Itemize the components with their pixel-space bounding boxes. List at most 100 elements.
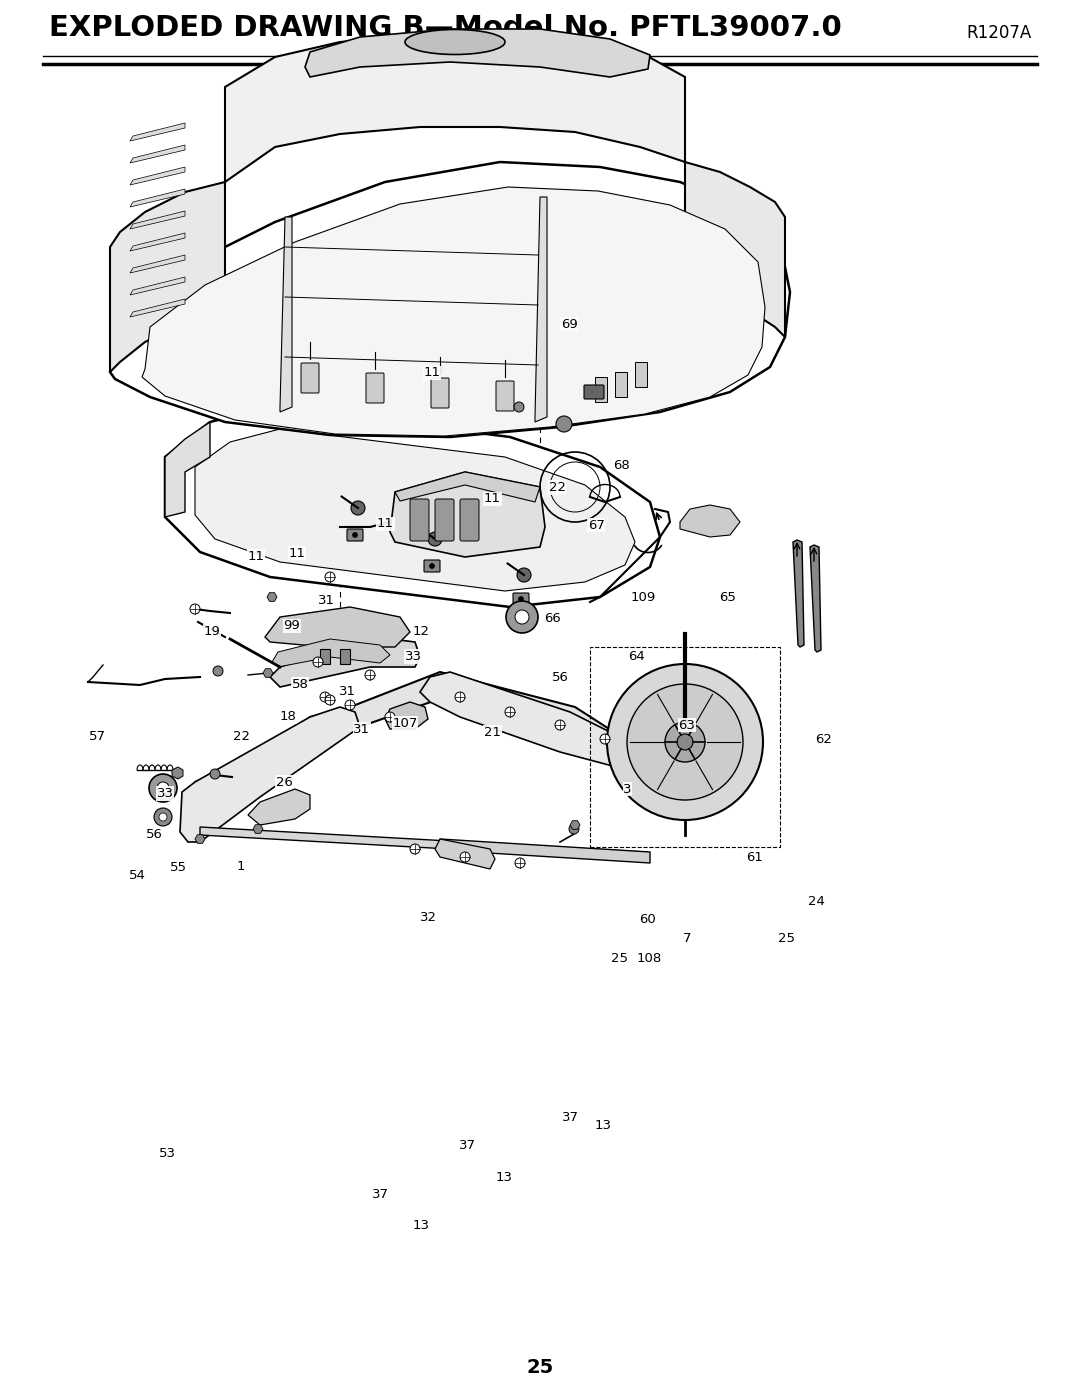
Text: 56: 56 — [552, 671, 569, 685]
FancyBboxPatch shape — [431, 379, 449, 408]
Polygon shape — [435, 840, 495, 869]
Polygon shape — [320, 650, 330, 664]
Polygon shape — [420, 672, 645, 773]
Circle shape — [507, 601, 538, 633]
Circle shape — [384, 712, 395, 722]
Polygon shape — [165, 422, 210, 517]
Polygon shape — [195, 429, 635, 591]
Text: 26: 26 — [275, 775, 293, 789]
Circle shape — [190, 604, 200, 615]
Polygon shape — [130, 256, 185, 272]
Text: 63: 63 — [678, 718, 696, 732]
Polygon shape — [110, 182, 225, 372]
Text: 22: 22 — [549, 481, 566, 495]
Circle shape — [345, 700, 355, 710]
Text: 33: 33 — [157, 787, 174, 800]
Text: 109: 109 — [631, 591, 657, 605]
Polygon shape — [280, 217, 292, 412]
FancyBboxPatch shape — [595, 377, 607, 402]
Polygon shape — [180, 707, 360, 842]
Polygon shape — [340, 650, 350, 664]
Polygon shape — [130, 233, 185, 251]
FancyBboxPatch shape — [615, 372, 627, 397]
Polygon shape — [305, 29, 650, 77]
Text: 54: 54 — [129, 869, 146, 883]
Text: 55: 55 — [170, 861, 187, 875]
Polygon shape — [267, 592, 276, 601]
Polygon shape — [190, 672, 654, 833]
Circle shape — [210, 768, 220, 780]
Circle shape — [556, 416, 572, 432]
Polygon shape — [384, 703, 428, 729]
Text: 60: 60 — [639, 912, 657, 926]
FancyBboxPatch shape — [584, 386, 604, 400]
Polygon shape — [130, 277, 185, 295]
Text: 67: 67 — [588, 518, 605, 532]
Text: 18: 18 — [280, 710, 297, 724]
Circle shape — [455, 692, 465, 703]
Text: 11: 11 — [484, 492, 501, 506]
Text: 25: 25 — [611, 951, 629, 965]
Polygon shape — [110, 162, 789, 437]
Polygon shape — [680, 504, 740, 536]
Circle shape — [607, 664, 762, 820]
Polygon shape — [440, 840, 650, 863]
Polygon shape — [810, 545, 821, 652]
FancyBboxPatch shape — [366, 373, 384, 402]
Circle shape — [460, 852, 470, 862]
FancyBboxPatch shape — [424, 560, 440, 571]
Polygon shape — [130, 189, 185, 207]
Polygon shape — [195, 834, 205, 844]
Circle shape — [428, 532, 442, 546]
Text: 53: 53 — [159, 1147, 176, 1161]
Circle shape — [159, 813, 167, 821]
Text: 13: 13 — [594, 1119, 611, 1133]
Text: 37: 37 — [372, 1187, 389, 1201]
FancyBboxPatch shape — [410, 499, 429, 541]
Circle shape — [515, 858, 525, 868]
Polygon shape — [200, 827, 645, 861]
FancyBboxPatch shape — [347, 529, 363, 541]
Polygon shape — [395, 472, 540, 502]
Text: 13: 13 — [496, 1171, 513, 1185]
Circle shape — [213, 666, 222, 676]
Text: 25: 25 — [778, 932, 795, 946]
Polygon shape — [165, 407, 660, 608]
Text: 68: 68 — [612, 458, 630, 472]
FancyBboxPatch shape — [435, 499, 454, 541]
Circle shape — [600, 733, 610, 745]
Polygon shape — [570, 820, 580, 830]
Circle shape — [569, 824, 579, 834]
Text: 11: 11 — [288, 546, 306, 560]
Circle shape — [410, 844, 420, 854]
Text: 12: 12 — [413, 624, 430, 638]
Text: 24: 24 — [808, 894, 825, 908]
Ellipse shape — [405, 29, 505, 54]
Text: 31: 31 — [339, 685, 356, 698]
Text: 58: 58 — [292, 678, 309, 692]
Circle shape — [352, 532, 357, 538]
Circle shape — [555, 719, 565, 731]
Text: 31: 31 — [318, 594, 335, 608]
Circle shape — [430, 563, 434, 569]
Polygon shape — [793, 541, 804, 647]
Text: 22: 22 — [233, 729, 251, 743]
Text: 21: 21 — [484, 725, 501, 739]
Circle shape — [351, 502, 365, 515]
Text: 3: 3 — [623, 782, 632, 796]
Polygon shape — [264, 669, 273, 678]
Text: EXPLODED DRAWING B—Model No. PFTL39007.0: EXPLODED DRAWING B—Model No. PFTL39007.0 — [49, 14, 841, 42]
Text: 61: 61 — [746, 851, 764, 865]
Polygon shape — [535, 197, 546, 422]
Polygon shape — [130, 123, 185, 141]
Text: 62: 62 — [815, 732, 833, 746]
Text: 99: 99 — [283, 619, 300, 633]
FancyBboxPatch shape — [496, 381, 514, 411]
Circle shape — [627, 685, 743, 800]
Circle shape — [505, 707, 515, 717]
Text: 7: 7 — [683, 932, 691, 946]
FancyBboxPatch shape — [301, 363, 319, 393]
Text: 64: 64 — [627, 650, 645, 664]
Polygon shape — [685, 162, 785, 337]
Polygon shape — [130, 211, 185, 229]
